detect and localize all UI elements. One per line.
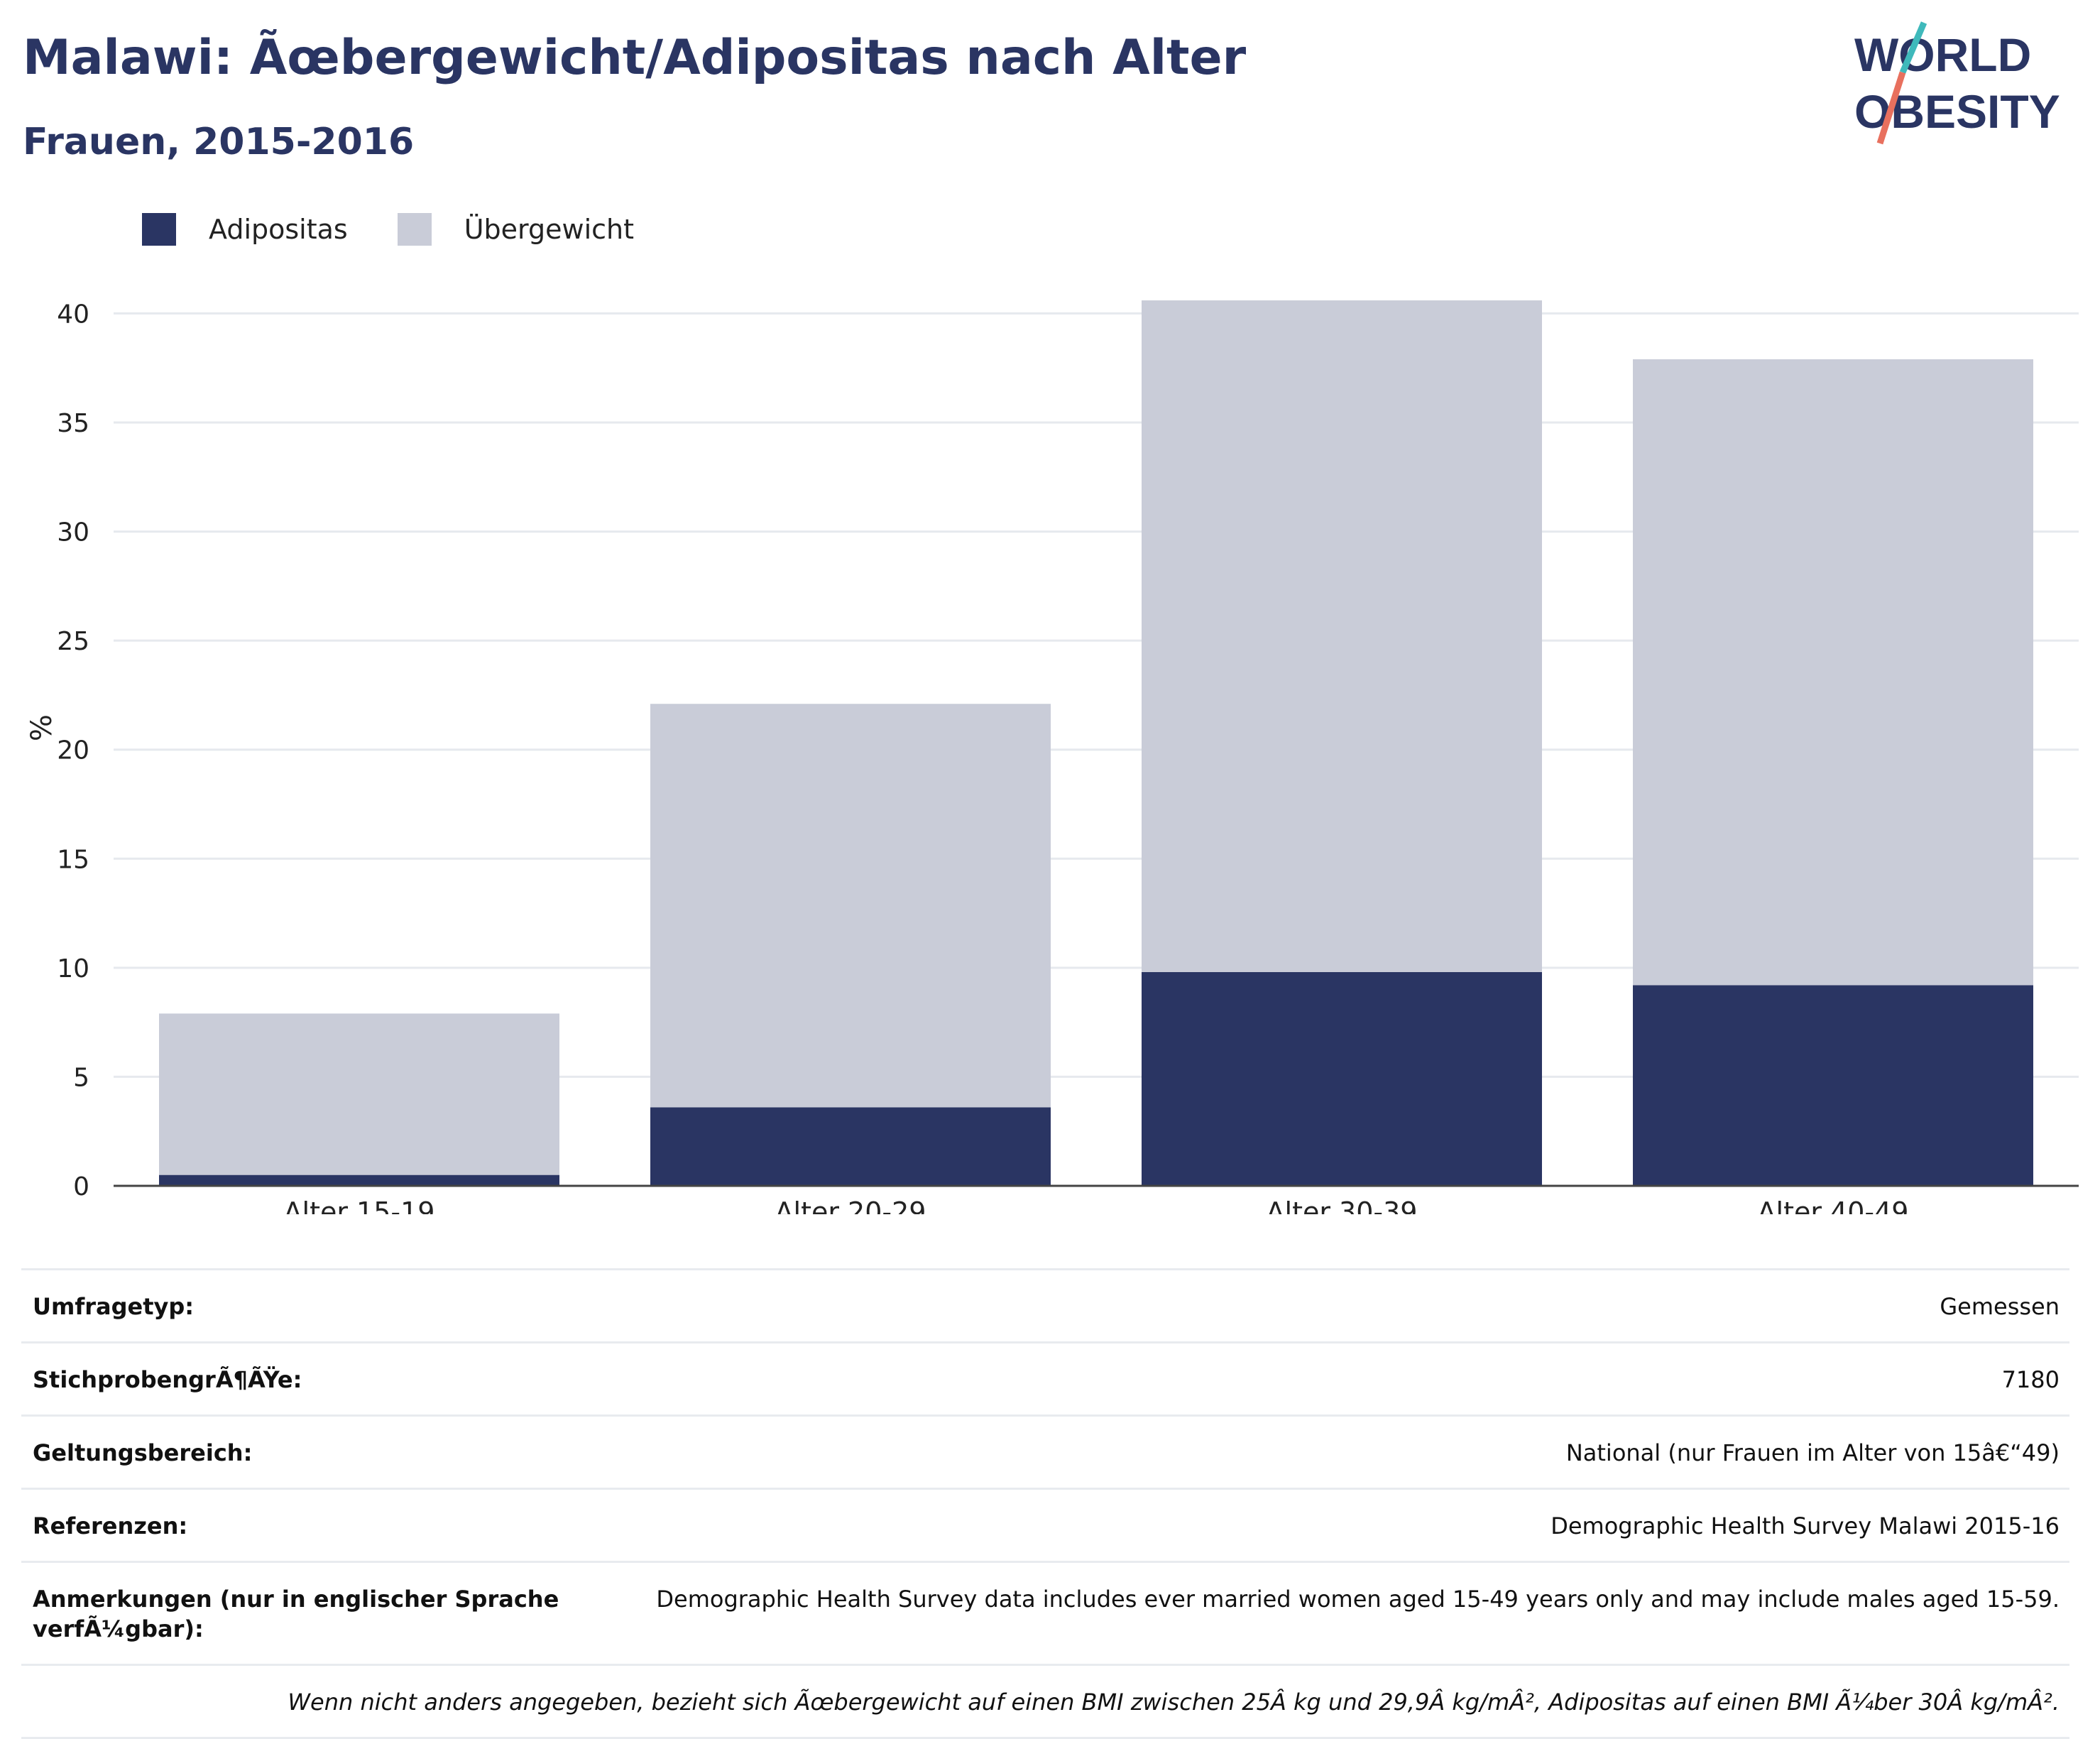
logo-slash-coral <box>1876 71 1906 145</box>
bar-uebergewicht <box>1142 300 1542 972</box>
info-value: Demographic Health Survey Malawi 2015-16 <box>1551 1512 2060 1539</box>
chart-subtitle: Frauen, 2015-2016 <box>23 121 415 163</box>
info-row-sample-size: StichprobengrÃ¶ÃŸe: 7180 <box>21 1341 2069 1414</box>
legend-label-uebergewicht: Übergewicht <box>464 214 634 245</box>
legend-swatch-adipositas <box>142 213 176 246</box>
legend-item-adipositas: Adipositas <box>142 213 348 246</box>
footnote: Wenn nicht anders angegeben, bezieht sic… <box>288 1689 2060 1716</box>
chart-title: Malawi: Ãœbergewicht/Adipositas nach Alt… <box>23 30 1247 86</box>
y-tick-label: 5 <box>73 1063 89 1092</box>
info-row-notes: Anmerkungen (nur in englischer Sprache v… <box>21 1561 2069 1664</box>
y-axis-label: % <box>26 714 58 741</box>
x-tick-label: Alter 40-49 <box>1758 1196 1909 1214</box>
bar-adipositas <box>1633 985 2033 1186</box>
stacked-bar-chart: 0 5 10 15 20 25 30 35 40% Alter 15-19 Alter 20-29 A… <box>26 300 2079 1214</box>
y-tick-label: 25 <box>57 627 89 656</box>
y-tick-label: 40 <box>57 300 89 329</box>
bar-uebergewicht <box>650 704 1051 1108</box>
info-value: Gemessen <box>1940 1293 2060 1320</box>
y-tick-label: 20 <box>57 736 89 765</box>
bar-adipositas <box>159 1174 559 1186</box>
legend-label-adipositas: Adipositas <box>209 214 348 245</box>
bar-adipositas <box>650 1107 1051 1186</box>
bar-uebergewicht <box>1633 359 2033 986</box>
info-value: 7180 <box>2001 1366 2060 1393</box>
logo-line1: WORLD <box>1854 28 2031 81</box>
info-row-scope: Geltungsbereich: National (nur Frauen im… <box>21 1414 2069 1488</box>
x-tick-label: Alter 30-39 <box>1267 1196 1418 1214</box>
info-value: Demographic Health Survey data includes … <box>656 1586 2060 1613</box>
y-tick-label: 15 <box>57 845 89 874</box>
y-tick-label: 10 <box>57 954 89 983</box>
y-tick-label: 35 <box>57 409 89 438</box>
x-tick-label: Alter 15-19 <box>284 1196 435 1214</box>
info-key: StichprobengrÃ¶ÃŸe: <box>33 1366 302 1393</box>
legend-item-uebergewicht: Übergewicht <box>397 213 634 246</box>
bar-adipositas <box>1142 972 1542 1186</box>
info-key: Umfragetyp: <box>33 1293 195 1320</box>
bar-uebergewicht <box>159 1013 559 1175</box>
info-table: Umfragetyp: Gemessen StichprobengrÃ¶ÃŸe:… <box>21 1268 2069 1739</box>
info-key: Anmerkungen (nur in englischer Sprache v… <box>33 1586 559 1642</box>
legend-swatch-uebergewicht <box>397 213 432 246</box>
logo-slash-teal <box>1899 21 1927 74</box>
info-key: Referenzen: <box>33 1512 188 1539</box>
info-footnote-row: Wenn nicht anders angegeben, bezieht sic… <box>21 1664 2069 1739</box>
info-row-references: Referenzen: Demographic Health Survey Ma… <box>21 1488 2069 1561</box>
info-row-survey-type: Umfragetyp: Gemessen <box>21 1268 2069 1341</box>
x-tick-label: Alter 20-29 <box>775 1196 926 1214</box>
y-tick-label: 30 <box>57 518 89 547</box>
info-key: Geltungsbereich: <box>33 1439 253 1466</box>
info-value: National (nur Frauen im Alter von 15â€“4… <box>1565 1439 2060 1466</box>
y-tick-label: 0 <box>73 1172 89 1201</box>
world-obesity-logo: WORLD OBESITY <box>1854 21 2060 145</box>
chart-legend: Adipositas Übergewicht <box>142 212 684 247</box>
